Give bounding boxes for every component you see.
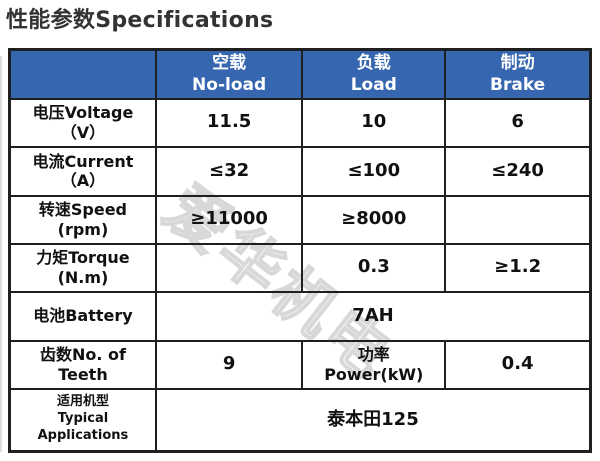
current-no-load-value: ≤32 — [154, 145, 304, 197]
speed-load-value: ≥8000 — [301, 194, 447, 245]
teeth-label: 齿数No. of Teeth — [8, 339, 157, 390]
specifications-table: 空载 No-load 负载 Load 制动 Brake 电压Voltage （V… — [8, 48, 592, 453]
torque-brake-value: ≥1.2 — [444, 242, 592, 293]
torque-label: 力矩Torque (N.m) — [8, 242, 157, 293]
voltage-label: 电压Voltage （V） — [8, 97, 157, 148]
header-row: 空载 No-load 负载 Load 制动 Brake — [8, 48, 592, 100]
current-load-value: ≤100 — [301, 145, 447, 197]
teeth-no-load-value: 9 — [154, 339, 304, 390]
voltage-no-load-value: 11.5 — [154, 97, 304, 148]
speed-label: 转速Speed (rpm) — [8, 194, 157, 245]
power-sublabel: 功率 Power(kW) — [301, 339, 447, 390]
current-brake-value: ≤240 — [444, 145, 592, 197]
battery-label: 电池Battery — [8, 290, 157, 342]
header-cell-no-load: 空载 No-load — [154, 48, 304, 100]
header-cell-load: 负载 Load — [301, 48, 447, 100]
applications-value: 泰本田125 — [154, 387, 592, 453]
teeth-brake-value: 0.4 — [444, 339, 592, 390]
voltage-load-value: 10 — [301, 97, 447, 148]
header-cell-brake: 制动 Brake — [444, 48, 592, 100]
current-label: 电流Current （A） — [8, 145, 157, 197]
row-typical-applications: 适用机型 Typical Applications 泰本田125 — [8, 387, 592, 453]
torque-no-load-value — [154, 242, 304, 293]
header-cell-empty — [8, 48, 157, 100]
row-current: 电流Current （A） ≤32 ≤100 ≤240 — [8, 145, 592, 197]
voltage-brake-value: 6 — [444, 97, 592, 148]
torque-load-value: 0.3 — [301, 242, 447, 293]
row-speed: 转速Speed (rpm) ≥11000 ≥8000 — [8, 194, 592, 245]
row-teeth: 齿数No. of Teeth 9 功率 Power(kW) 0.4 — [8, 339, 592, 390]
applications-label: 适用机型 Typical Applications — [8, 387, 157, 453]
row-battery: 电池Battery 7AH — [8, 290, 592, 342]
row-torque: 力矩Torque (N.m) 0.3 ≥1.2 — [8, 242, 592, 293]
speed-no-load-value: ≥11000 — [154, 194, 304, 245]
page-title: 性能参数Specifications — [6, 8, 274, 33]
speed-brake-value — [444, 194, 592, 245]
battery-value: 7AH — [154, 290, 592, 342]
row-voltage: 电压Voltage （V） 11.5 10 6 — [8, 97, 592, 148]
scan-edge-artifact — [0, 56, 2, 452]
